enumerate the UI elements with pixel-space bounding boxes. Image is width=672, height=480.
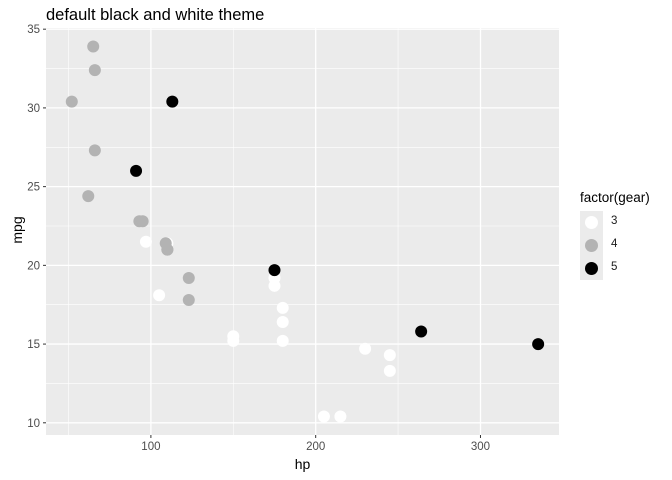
y-tick-label: 25 bbox=[27, 182, 40, 194]
data-points bbox=[65, 40, 545, 423]
legend-item-gear-5: 5 bbox=[580, 257, 650, 280]
data-point-gear-4 bbox=[82, 190, 95, 203]
data-point-gear-5 bbox=[130, 164, 143, 177]
data-point-gear-3 bbox=[153, 289, 166, 302]
legend-label-gear-3: 3 bbox=[611, 215, 618, 227]
legend-key bbox=[580, 234, 603, 257]
x-tick-label: 100 bbox=[141, 441, 160, 453]
data-point-gear-4 bbox=[88, 144, 101, 157]
y-tick-label: 35 bbox=[27, 24, 40, 36]
data-point-gear-5 bbox=[166, 95, 179, 108]
y-tick-label: 15 bbox=[27, 339, 40, 351]
legend-label-gear-5: 5 bbox=[611, 261, 618, 273]
data-point-gear-3 bbox=[334, 410, 347, 423]
chart-title: default black and white theme bbox=[46, 6, 265, 24]
y-tick-label: 10 bbox=[27, 418, 40, 430]
x-tick-label: 200 bbox=[306, 441, 325, 453]
data-point-gear-3 bbox=[139, 235, 152, 248]
legend-label-gear-4: 4 bbox=[611, 238, 618, 250]
data-point-gear-3 bbox=[276, 316, 289, 329]
data-point-gear-3 bbox=[383, 364, 396, 377]
plot-panel bbox=[46, 28, 559, 435]
data-point-gear-4 bbox=[159, 237, 172, 250]
data-point-gear-3 bbox=[359, 342, 372, 355]
data-point-gear-4 bbox=[87, 40, 100, 53]
y-tick-label: 30 bbox=[27, 103, 40, 115]
data-point-gear-5 bbox=[415, 325, 428, 338]
legend-swatch-gear-4 bbox=[585, 239, 598, 252]
data-point-gear-3 bbox=[276, 301, 289, 314]
data-point-gear-3 bbox=[276, 334, 289, 347]
data-point-gear-4 bbox=[182, 293, 195, 306]
y-axis-label: mpg bbox=[9, 216, 25, 244]
data-point-gear-5 bbox=[268, 264, 281, 277]
legend-item-gear-3: 3 bbox=[580, 211, 650, 234]
data-point-gear-3 bbox=[317, 410, 330, 423]
data-point-gear-4 bbox=[65, 95, 78, 108]
data-point-gear-4 bbox=[182, 271, 195, 284]
data-point-gear-4 bbox=[136, 215, 149, 228]
legend-key bbox=[580, 211, 603, 234]
x-tick-label: 300 bbox=[471, 441, 490, 453]
data-point-gear-3 bbox=[383, 349, 396, 362]
data-point-gear-4 bbox=[88, 64, 101, 77]
y-tick-label: 20 bbox=[27, 260, 40, 272]
legend-swatch-gear-3 bbox=[585, 216, 598, 229]
x-axis: 100 200 300 bbox=[141, 435, 490, 453]
data-point-gear-5 bbox=[532, 338, 545, 351]
legend-swatch-gear-5 bbox=[585, 262, 598, 275]
data-point-gear-3 bbox=[227, 334, 240, 347]
legend: factor(gear) 3 4 5 bbox=[580, 190, 650, 280]
legend-key bbox=[580, 257, 603, 280]
legend-item-gear-4: 4 bbox=[580, 234, 650, 257]
major-gridlines bbox=[46, 28, 559, 435]
y-axis: 10 15 20 25 30 35 bbox=[27, 24, 46, 430]
legend-title: factor(gear) bbox=[580, 190, 650, 205]
minor-gridlines bbox=[46, 28, 559, 435]
x-axis-label: hp bbox=[294, 456, 311, 472]
